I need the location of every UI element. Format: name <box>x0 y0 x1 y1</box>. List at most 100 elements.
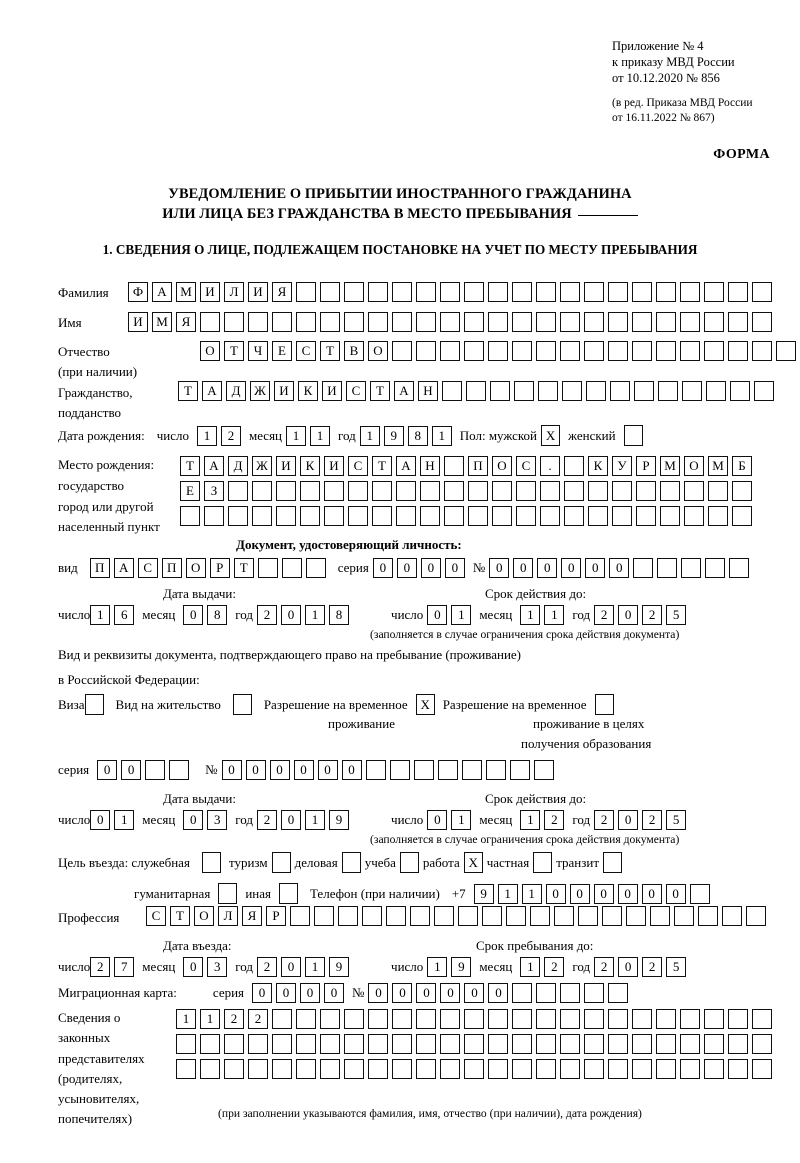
visa-checkbox[interactable] <box>84 694 104 715</box>
form-cell[interactable]: 1 <box>196 425 217 446</box>
form-cell[interactable]: 8 <box>329 605 350 625</box>
form-cell[interactable]: И <box>274 381 294 401</box>
form-cell[interactable] <box>536 312 556 332</box>
form-cell[interactable]: 9 <box>451 957 472 977</box>
form-cell[interactable]: З <box>204 481 224 501</box>
form-cell[interactable]: И <box>276 456 296 476</box>
form-cell[interactable] <box>656 1034 676 1054</box>
form-cell[interactable] <box>752 341 772 361</box>
form-cell[interactable]: С <box>137 558 158 578</box>
form-cell[interactable] <box>540 481 560 501</box>
form-cell[interactable] <box>444 456 464 476</box>
form-cell[interactable] <box>389 760 410 780</box>
form-cell[interactable]: 0 <box>317 760 338 780</box>
form-cell[interactable] <box>442 381 462 401</box>
form-cell[interactable]: 0 <box>121 760 142 780</box>
form-cell[interactable]: 0 <box>513 558 534 578</box>
form-cell[interactable]: 0 <box>488 983 509 1003</box>
form-cell[interactable] <box>276 506 296 526</box>
form-cell[interactable]: 2 <box>544 810 565 830</box>
form-cell[interactable]: Н <box>420 456 440 476</box>
form-cell[interactable] <box>564 456 584 476</box>
form-cell[interactable] <box>512 282 532 302</box>
form-cell[interactable] <box>728 1059 748 1079</box>
form-cell[interactable]: Т <box>320 341 340 361</box>
form-cell[interactable]: И <box>200 282 220 302</box>
form-cell[interactable] <box>416 341 436 361</box>
form-cell[interactable] <box>512 1059 532 1079</box>
form-cell[interactable] <box>466 381 486 401</box>
form-cell[interactable] <box>602 906 622 926</box>
form-cell[interactable] <box>536 1059 556 1079</box>
form-cell[interactable] <box>538 381 558 401</box>
form-cell[interactable] <box>248 1059 268 1079</box>
form-cell[interactable] <box>252 506 272 526</box>
form-cell[interactable] <box>684 506 704 526</box>
form-cell[interactable] <box>536 1034 556 1054</box>
form-cell[interactable]: 2 <box>642 957 663 977</box>
form-cell[interactable] <box>608 1034 628 1054</box>
form-cell[interactable]: 2 <box>642 810 663 830</box>
form-cell[interactable] <box>224 1059 244 1079</box>
form-cell[interactable] <box>560 312 580 332</box>
form-cell[interactable] <box>305 558 326 578</box>
sex-female-checkbox[interactable] <box>623 425 643 446</box>
form-cell[interactable] <box>536 1009 556 1029</box>
form-cell[interactable]: 1 <box>521 883 542 904</box>
form-cell[interactable]: 1 <box>359 425 380 446</box>
form-cell[interactable] <box>344 282 364 302</box>
form-cell[interactable] <box>324 481 344 501</box>
form-cell[interactable] <box>584 1009 604 1029</box>
form-cell[interactable]: П <box>468 456 488 476</box>
form-cell[interactable] <box>490 381 510 401</box>
form-cell[interactable]: 2 <box>257 957 278 977</box>
form-cell[interactable]: О <box>684 456 704 476</box>
form-cell[interactable] <box>632 1059 652 1079</box>
form-cell[interactable] <box>276 481 296 501</box>
form-cell[interactable]: 0 <box>427 810 448 830</box>
form-cell[interactable] <box>348 506 368 526</box>
form-cell[interactable] <box>656 1009 676 1029</box>
form-cell[interactable] <box>368 312 388 332</box>
form-cell[interactable] <box>248 312 268 332</box>
form-cell[interactable]: 9 <box>329 957 350 977</box>
form-cell[interactable] <box>512 312 532 332</box>
form-cell[interactable] <box>704 1059 724 1079</box>
form-cell[interactable] <box>392 312 412 332</box>
form-cell[interactable] <box>660 481 680 501</box>
form-cell[interactable] <box>584 341 604 361</box>
form-cell[interactable]: 2 <box>224 1009 244 1029</box>
form-cell[interactable] <box>536 341 556 361</box>
form-cell[interactable] <box>608 341 628 361</box>
form-cell[interactable] <box>169 760 190 780</box>
form-cell[interactable] <box>314 906 334 926</box>
form-cell[interactable] <box>440 341 460 361</box>
form-cell[interactable] <box>636 481 656 501</box>
form-cell[interactable]: 0 <box>427 605 448 625</box>
form-cell[interactable] <box>420 481 440 501</box>
form-cell[interactable] <box>626 906 646 926</box>
form-cell[interactable] <box>440 312 460 332</box>
form-cell[interactable] <box>320 312 340 332</box>
form-cell[interactable]: О <box>185 558 206 578</box>
form-cell[interactable] <box>588 506 608 526</box>
form-cell[interactable]: 0 <box>324 983 345 1003</box>
form-cell[interactable]: М <box>660 456 680 476</box>
form-cell[interactable]: 1 <box>305 605 326 625</box>
form-cell[interactable]: 2 <box>90 957 111 977</box>
form-cell[interactable] <box>657 558 678 578</box>
legal-reps-row-2[interactable] <box>176 1034 776 1054</box>
form-cell[interactable]: 1 <box>431 425 452 446</box>
form-cell[interactable] <box>680 312 700 332</box>
